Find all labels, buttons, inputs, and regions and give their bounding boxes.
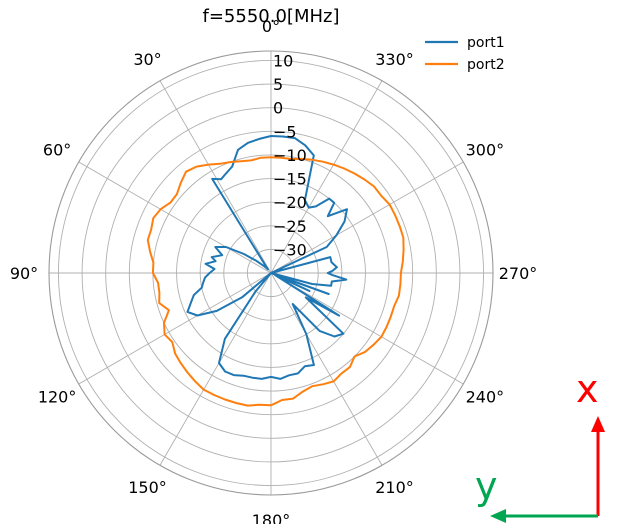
angle-tick-label: 240°: [466, 388, 505, 407]
axes-indicator: x y: [475, 367, 605, 523]
radial-tick-label: −30: [273, 240, 307, 259]
angle-tick-label: 150°: [128, 478, 167, 497]
angular-gridline: [270, 272, 464, 385]
angular-gridline: [270, 161, 464, 274]
angular-gridline: [270, 80, 383, 274]
radial-tick-label: −15: [273, 170, 307, 189]
angle-tick-label: 0°: [262, 17, 280, 36]
radial-tick-label: −25: [273, 217, 307, 236]
angle-tick-label: 300°: [466, 141, 505, 160]
polar-grid: [48, 50, 494, 496]
polar-frame: [48, 50, 494, 496]
chart-title: f=5550.0[MHz]: [203, 6, 340, 27]
radial-tick-label: 5: [273, 75, 283, 94]
angle-tick-label: 330°: [375, 50, 414, 69]
x-axis-letter: x: [576, 367, 599, 411]
radial-tick-label: 10: [273, 51, 293, 70]
legend-label-port1: port1: [467, 35, 505, 51]
tick-label-layer: 0° 30° 60° 90° 120° 150° 180° 210° 240° 270° 300° 3…: [10, 17, 537, 524]
series-line-port2: [146, 156, 405, 407]
angular-gridline: [78, 161, 272, 274]
legend: port1 port2: [425, 35, 505, 73]
angular-gridline: [78, 272, 272, 385]
angle-tick-label: 60°: [43, 141, 71, 160]
radial-tick-label: −5: [273, 122, 297, 141]
angle-tick-label: 90°: [10, 264, 38, 283]
x-axis-arrowhead: [591, 416, 605, 432]
series-layer: [146, 135, 405, 407]
radial-tick-label: −20: [273, 193, 307, 212]
radial-tick-label: 0: [273, 99, 283, 118]
angular-gridline: [270, 272, 383, 466]
angle-tick-label: 180°: [252, 511, 291, 524]
y-axis-arrowhead: [490, 509, 506, 523]
y-axis-letter: y: [475, 464, 498, 508]
series-line-port1: [186, 135, 348, 380]
legend-label-port2: port2: [467, 57, 505, 73]
radial-tick-label: −10: [273, 146, 307, 165]
angle-tick-label: 210°: [375, 478, 414, 497]
angular-gridline: [159, 80, 272, 274]
angular-gridline: [159, 272, 272, 466]
angle-tick-label: 120°: [38, 388, 77, 407]
angle-tick-label: 30°: [133, 50, 161, 69]
angle-tick-label: 270°: [499, 264, 538, 283]
